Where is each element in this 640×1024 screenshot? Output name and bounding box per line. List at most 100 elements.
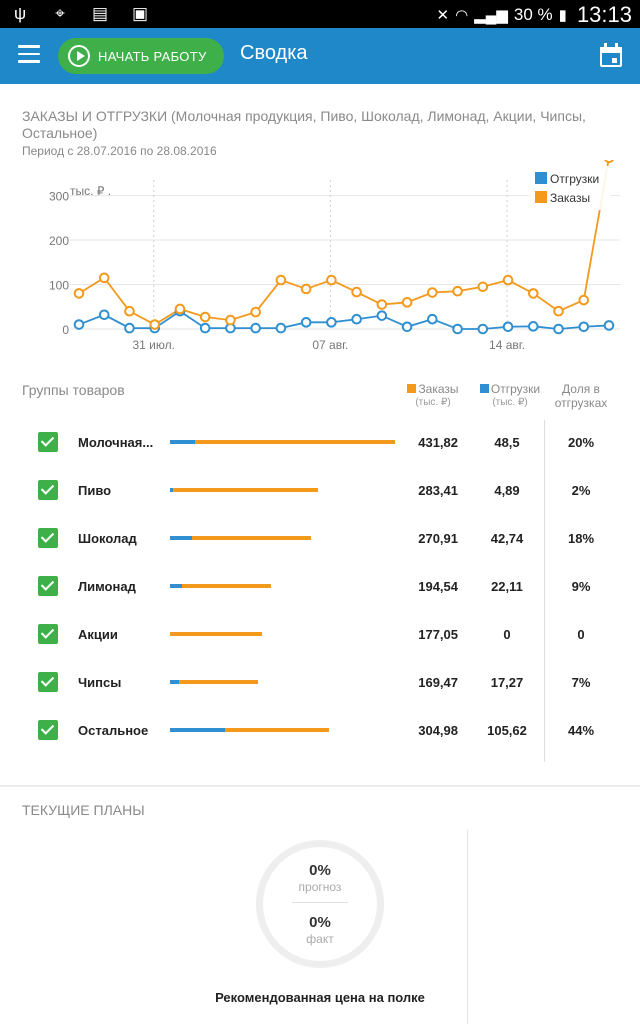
- group-name: Акции: [78, 627, 118, 642]
- col-share-header: Доля в отгрузках: [554, 382, 608, 410]
- group-bar: [170, 488, 400, 492]
- divider: [544, 420, 545, 762]
- data-point: [351, 286, 362, 298]
- orders-bar: [170, 632, 262, 636]
- group-name: Молочная...: [78, 435, 154, 450]
- usb-icon: ψ: [13, 4, 27, 23]
- data-point: [73, 288, 85, 299]
- data-point: [300, 283, 312, 295]
- group-row: Чипсы 169,47 17,27 7%: [0, 658, 640, 706]
- data-point: [199, 322, 211, 334]
- group-checkbox[interactable]: [38, 624, 58, 644]
- group-name: Лимонад: [78, 579, 136, 594]
- group-orders-value: 194,54: [418, 579, 458, 594]
- data-point: [502, 321, 514, 333]
- data-point: [527, 288, 539, 299]
- status-bar: ψ ⌖ ▤ ▣ ✕ ◠ ▂▄▆ 30 % ▮ 13:13: [0, 0, 640, 28]
- data-point: [98, 309, 110, 321]
- data-point: [351, 313, 362, 325]
- battery-percent: 30 %: [513, 5, 553, 24]
- start-work-label: НАЧАТЬ РАБОТУ: [98, 48, 207, 64]
- group-share-value: 20%: [567, 435, 595, 450]
- y-tick-label: 300: [49, 190, 69, 204]
- group-row: Пиво 283,41 4,89 2%: [0, 466, 640, 514]
- shipments-bar: [170, 680, 179, 684]
- data-point: [452, 323, 463, 335]
- group-checkbox[interactable]: [38, 672, 58, 692]
- group-checkbox[interactable]: [38, 432, 58, 452]
- data-point: [174, 303, 186, 315]
- orders-shipments-chart: 0 100 200 300 тыс. ₽ . 31 июл. 07 авг. 14 авг. О…: [49, 160, 620, 352]
- legend-swatch: [535, 191, 547, 203]
- signal-icon: ▂▄▆: [474, 7, 508, 24]
- page-title: Сводка: [240, 42, 308, 64]
- data-point: [604, 160, 614, 164]
- fact-value: 0%: [309, 914, 331, 931]
- group-checkbox[interactable]: [38, 528, 58, 548]
- group-bar: [170, 728, 400, 732]
- group-bar: [170, 632, 400, 636]
- group-orders-value: 431,82: [418, 435, 458, 450]
- group-row: Шоколад 270,91 42,74 18%: [0, 514, 640, 562]
- data-point: [326, 274, 337, 286]
- group-shipments-value: 42,74: [490, 531, 524, 546]
- y-tick-label: 100: [49, 279, 69, 293]
- data-point: [401, 321, 413, 333]
- image-icon: ▣: [131, 4, 149, 23]
- group-share-value: 0: [577, 627, 585, 642]
- wifi-icon: ◠: [455, 7, 469, 24]
- data-point: [477, 323, 489, 335]
- group-name: Пиво: [78, 483, 112, 498]
- legend-label: Заказы: [550, 191, 590, 205]
- data-point: [578, 321, 590, 333]
- group-name: Чипсы: [78, 675, 122, 690]
- y-axis-label: тыс. ₽ .: [70, 184, 111, 198]
- data-point: [427, 313, 438, 325]
- shipments-bar: [170, 728, 225, 732]
- group-shipments-value: 22,11: [491, 579, 523, 594]
- menu-icon[interactable]: [18, 45, 40, 65]
- group-checkbox[interactable]: [38, 480, 58, 500]
- data-point: [376, 299, 388, 310]
- data-point: [376, 310, 388, 321]
- y-tick-label: 200: [49, 234, 69, 248]
- group-shipments-value: 0: [503, 627, 511, 642]
- no-sim-icon: ▤: [91, 4, 109, 23]
- orders-bar: [170, 584, 271, 588]
- divider: [467, 830, 468, 1024]
- start-work-button[interactable]: НАЧАТЬ РАБОТУ: [58, 38, 224, 74]
- group-shipments-value: 105,62: [487, 723, 527, 738]
- shipments-bar: [170, 440, 195, 444]
- shipments-bar: [170, 536, 192, 540]
- data-point: [578, 294, 590, 306]
- forecast-value: 0%: [309, 862, 331, 879]
- data-point: [199, 311, 211, 323]
- data-point: [527, 321, 539, 332]
- group-orders-value: 270,91: [418, 531, 458, 546]
- section-divider: [0, 785, 640, 787]
- battery-icon: ▮: [558, 7, 567, 24]
- col-orders-header: Заказы (тыс. ₽): [398, 382, 468, 410]
- orders-bar: [170, 728, 329, 732]
- group-bar: [170, 440, 400, 444]
- group-checkbox[interactable]: [38, 576, 58, 596]
- calendar-icon[interactable]: [600, 43, 622, 67]
- divider: [292, 902, 348, 903]
- data-point: [275, 322, 287, 334]
- plans-title: ТЕКУЩИЕ ПЛАНЫ: [22, 802, 145, 818]
- group-row: Молочная... 431,82 48,5 20%: [0, 418, 640, 466]
- col-shipments-header: Отгрузки (тыс. ₽): [470, 382, 550, 410]
- period-label: Период с 28.07.2016 по 28.08.2016: [22, 144, 217, 158]
- data-point: [250, 322, 261, 334]
- group-share-value: 2%: [571, 483, 591, 498]
- data-point: [477, 281, 489, 293]
- group-share-value: 18%: [567, 531, 595, 546]
- group-bar: [170, 536, 400, 540]
- orders-bar: [170, 488, 318, 492]
- orders-bar: [170, 440, 395, 444]
- group-share-value: 44%: [567, 723, 595, 738]
- x-tick-label: 07 авг.: [312, 338, 348, 352]
- data-point: [225, 314, 236, 326]
- group-checkbox[interactable]: [38, 720, 58, 740]
- data-point: [502, 274, 514, 286]
